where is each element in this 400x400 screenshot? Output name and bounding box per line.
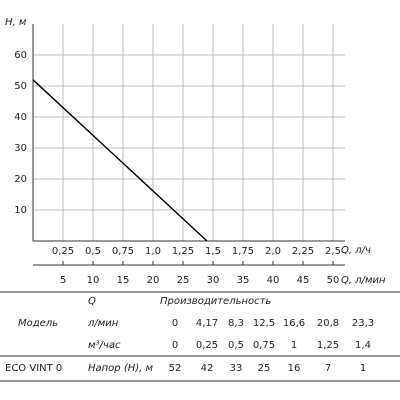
table-cell: Производительность <box>160 296 271 307</box>
y-tick-label: 40 <box>14 112 27 123</box>
y-tick-label: 50 <box>14 81 27 92</box>
x2-tick-label: 5 <box>60 275 66 286</box>
table-cell: 25 <box>258 363 271 374</box>
x2-tick-label: 25 <box>177 275 190 286</box>
y-tick-label: 10 <box>14 205 27 216</box>
line <box>32 79 208 242</box>
table-cell: 0,25 <box>196 340 218 351</box>
table-cell: 42 <box>201 363 214 374</box>
x2-axis-label: Q, л/мин <box>341 275 386 286</box>
x2-tick-label: 45 <box>297 275 310 286</box>
x-tick-label: 1,5 <box>205 246 221 257</box>
x-tick-label: 1,25 <box>172 246 194 257</box>
x2-tick-label: 30 <box>207 275 220 286</box>
table-cell: м³/час <box>88 340 121 351</box>
table-cell: 0,75 <box>253 340 275 351</box>
x2-tick-label: 10 <box>87 275 100 286</box>
table-cell: 0 <box>172 340 178 351</box>
x2-tick-label: 15 <box>117 275 130 286</box>
table-cell: 16 <box>288 363 301 374</box>
table-cell: л/мин <box>87 318 119 329</box>
x2-tick-label: 40 <box>267 275 280 286</box>
x-tick-label: 2,0 <box>265 246 281 257</box>
y-tick-label: 60 <box>14 50 27 61</box>
table-cell: ECO VINT 0 <box>5 363 62 374</box>
table-cell: 4,17 <box>196 318 218 329</box>
table-cell: Напор (Н), м <box>88 363 154 374</box>
table-cell: 52 <box>169 363 182 374</box>
table-cell: Q <box>88 296 96 307</box>
x-tick-label: 0,5 <box>85 246 101 257</box>
table-cell: 7 <box>325 363 331 374</box>
y-tick-label: 30 <box>14 143 27 154</box>
x-axis-label: Q, л/ч <box>341 245 371 256</box>
table-cell: 1 <box>291 340 297 351</box>
table-cell: 23,3 <box>352 318 374 329</box>
x2-tick-label: 35 <box>237 275 250 286</box>
table-cell: 0 <box>172 318 178 329</box>
table-cell: 20,8 <box>317 318 339 329</box>
x-tick-label: 1,75 <box>232 246 254 257</box>
x2-tick-label: 20 <box>147 275 160 286</box>
x-tick-label: 2,5 <box>325 246 341 257</box>
table-cell: 12,5 <box>253 318 275 329</box>
table-cell: 8,3 <box>228 318 244 329</box>
x-tick-label: 2,25 <box>292 246 314 257</box>
table-cell: Модель <box>18 318 58 329</box>
table-cell: 33 <box>230 363 243 374</box>
table-cell: 1,25 <box>317 340 339 351</box>
x-tick-label: 1,0 <box>145 246 161 257</box>
x-tick-label: 0,75 <box>112 246 134 257</box>
x2-tick-label: 50 <box>327 275 340 286</box>
x-tick-label: 0,25 <box>52 246 74 257</box>
y-tick-label: 20 <box>14 174 27 185</box>
table-cell: 1,4 <box>355 340 371 351</box>
table-cell: 0,5 <box>228 340 244 351</box>
y-axis-label: H, м <box>5 17 27 28</box>
table-cell: 1 <box>360 363 366 374</box>
table-cell: 16,6 <box>283 318 305 329</box>
